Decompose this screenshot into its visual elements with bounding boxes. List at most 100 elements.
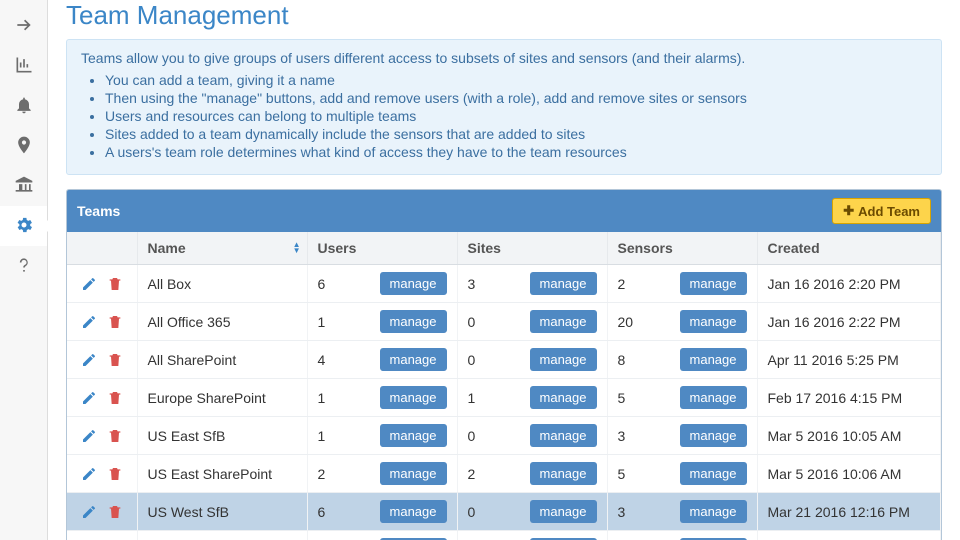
manage-sensors-button[interactable]: manage [680,424,747,447]
bank-icon [14,175,34,198]
manage-sensors-button[interactable]: manage [680,348,747,371]
sidebar-item-charts[interactable] [0,46,47,86]
cell-name: All SharePoint [137,341,307,379]
sensors-count: 5 [618,390,626,406]
manage-users-button[interactable]: manage [380,272,447,295]
col-created[interactable]: Created [757,232,941,265]
cell-created: Mar 5 2016 10:05 AM [757,417,941,455]
delete-icon[interactable] [107,352,123,368]
cell-sensors: 3manage [607,493,757,531]
plus-icon: ✚ [843,203,854,219]
manage-sensors-button[interactable]: manage [680,310,747,333]
col-name[interactable]: Name ▲▼ [137,232,307,265]
manage-sensors-button[interactable]: manage [680,272,747,295]
manage-users-button[interactable]: manage [380,500,447,523]
delete-icon[interactable] [107,276,123,292]
sites-count: 0 [468,352,476,368]
manage-sites-button[interactable]: manage [530,272,597,295]
users-count: 1 [318,314,326,330]
add-team-button[interactable]: ✚ Add Team [832,198,931,224]
question-icon [14,255,34,278]
sort-icon[interactable]: ▲▼ [293,242,301,254]
teams-panel: Teams ✚ Add Team Name ▲▼ Users Sites [66,189,942,540]
cell-sites: 3manage [457,265,607,303]
table-row[interactable]: US East SfB1manage0manage3manageMar 5 20… [67,417,941,455]
manage-sites-button[interactable]: manage [530,386,597,409]
manage-users-button[interactable]: manage [380,386,447,409]
table-row[interactable]: US West SfB6manage0manage3manageMar 21 2… [67,493,941,531]
cell-sensors: 5manage [607,455,757,493]
sidebar-item-alerts[interactable] [0,86,47,126]
sidebar-item-settings[interactable] [0,206,47,246]
cell-name: Europe SharePoint [137,379,307,417]
sensors-count: 3 [618,428,626,444]
sidebar-item-dashboard[interactable] [0,6,47,46]
col-actions [67,232,137,265]
delete-icon[interactable] [107,390,123,406]
cell-created: Feb 17 2016 4:15 PM [757,379,941,417]
delete-icon[interactable] [107,504,123,520]
info-bullet: Then using the "manage" buttons, add and… [105,90,927,106]
table-row[interactable]: All Office 3651manage0manage20manageJan … [67,303,941,341]
table-row[interactable]: Europe SharePoint1manage1manage5manageFe… [67,379,941,417]
edit-icon[interactable] [81,428,97,444]
gear-icon [14,215,34,238]
manage-sensors-button[interactable]: manage [680,500,747,523]
edit-icon[interactable] [81,504,97,520]
panel-header: Teams ✚ Add Team [67,190,941,232]
users-count: 4 [318,352,326,368]
info-box: Teams allow you to give groups of users … [66,39,942,175]
add-team-label: Add Team [858,204,920,219]
delete-icon[interactable] [107,428,123,444]
cell-users: 1 manage [307,303,457,341]
manage-sensors-button[interactable]: manage [680,386,747,409]
table-row[interactable]: US West SharePoint1manage2manage5manageF… [67,531,941,540]
info-bullet-list: You can add a team, giving it a nameThen… [81,72,927,160]
cell-name: US West SfB [137,493,307,531]
edit-icon[interactable] [81,390,97,406]
cell-users: 2 manage [307,455,457,493]
edit-icon[interactable] [81,276,97,292]
sidebar-item-help[interactable] [0,246,47,286]
cell-users: 1manage [307,379,457,417]
sensors-count: 20 [618,314,634,330]
cell-created: Jan 16 2016 2:22 PM [757,303,941,341]
sidebar-item-organization[interactable] [0,166,47,206]
col-sites[interactable]: Sites [457,232,607,265]
edit-icon[interactable] [81,352,97,368]
manage-users-button[interactable]: manage [380,310,447,333]
manage-sites-button[interactable]: manage [530,348,597,371]
edit-icon[interactable] [81,314,97,330]
cell-sensors: 8manage [607,341,757,379]
sites-count: 0 [468,504,476,520]
table-row[interactable]: All Box6manage3manage2manageJan 16 2016 … [67,265,941,303]
sites-count: 1 [468,390,476,406]
manage-sites-button[interactable]: manage [530,500,597,523]
table-row[interactable]: US East SharePoint2manage2manage5manageM… [67,455,941,493]
cell-name: US East SharePoint [137,455,307,493]
manage-users-button[interactable]: manage [380,424,447,447]
cell-sites: 0 manage [457,341,607,379]
panel-title: Teams [77,203,120,219]
cell-created: Feb 24 2016 3:57 PM [757,531,941,540]
edit-icon[interactable] [81,466,97,482]
col-sensors[interactable]: Sensors [607,232,757,265]
delete-icon[interactable] [107,314,123,330]
cell-sites: 0 manage [457,493,607,531]
manage-users-button[interactable]: manage [380,348,447,371]
manage-users-button[interactable]: manage [380,462,447,485]
sidebar [0,0,48,540]
manage-sensors-button[interactable]: manage [680,462,747,485]
table-row[interactable]: All SharePoint4manage0manage8manageApr 1… [67,341,941,379]
users-count: 2 [318,466,326,482]
col-users[interactable]: Users [307,232,457,265]
cell-name: All Box [137,265,307,303]
manage-sites-button[interactable]: manage [530,462,597,485]
cell-sites: 1 manage [457,379,607,417]
info-bullet: A users's team role determines what kind… [105,144,927,160]
delete-icon[interactable] [107,466,123,482]
manage-sites-button[interactable]: manage [530,310,597,333]
sidebar-item-locations[interactable] [0,126,47,166]
info-bullet: Sites added to a team dynamically includ… [105,126,927,142]
manage-sites-button[interactable]: manage [530,424,597,447]
